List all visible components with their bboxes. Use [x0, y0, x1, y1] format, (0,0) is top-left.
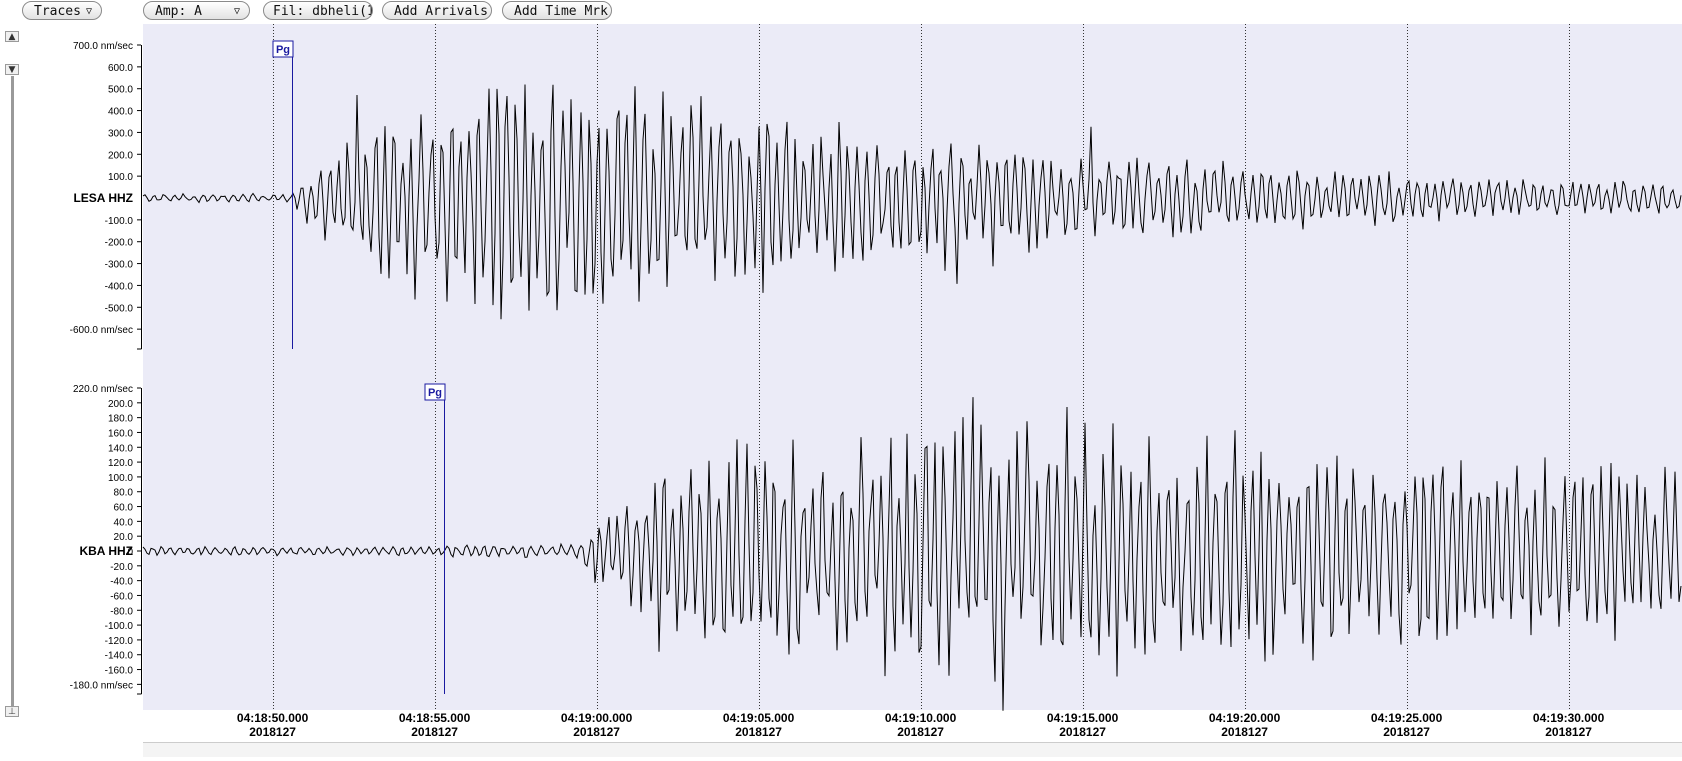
axis-tick-label: 600.0 — [108, 63, 133, 74]
amp-menu-button[interactable]: Amp: A ▽ — [143, 1, 250, 20]
pick-flag[interactable] — [272, 40, 294, 58]
axis-tick-label: -300.0 — [105, 260, 134, 271]
amp-label: Amp: A — [155, 4, 202, 19]
axis-tick-label: -600.0 nm/sec — [70, 325, 133, 336]
pick-marker-pg[interactable]: Pg — [424, 383, 446, 694]
time-tick-label: 04:19:15.000 — [1047, 711, 1119, 725]
axis-tick-label: 400.0 — [108, 107, 133, 118]
axis-tick-label: -40.0 — [110, 577, 133, 588]
time-tick-label: 04:19:30.000 — [1533, 711, 1605, 725]
axis-tick-label: 80.0 — [114, 488, 134, 499]
pick-marker-pg[interactable]: Pg — [272, 40, 294, 349]
axis-tick-label: -140.0 — [105, 651, 134, 662]
add-time-mark-button[interactable]: Add Time Mrk — [502, 1, 612, 20]
traces-menu-button[interactable]: Traces ▽ — [22, 1, 102, 20]
time-axis: 04:18:50.000201812704:18:55.000201812704… — [237, 711, 1605, 739]
arrow-up-icon[interactable]: ▲ — [5, 31, 19, 42]
axis-tick-label: -500.0 — [105, 303, 134, 314]
time-tick-date: 2018127 — [897, 725, 944, 739]
axis-tick-label: -180.0 nm/sec — [70, 680, 133, 691]
axis-tick-label: -200.0 — [105, 238, 134, 249]
time-tick-label: 04:19:25.000 — [1371, 711, 1443, 725]
axis-tick-label: 20.0 — [114, 532, 134, 543]
waveform-trace — [142, 84, 1682, 320]
triangle-down-icon: ▽ — [85, 6, 92, 17]
waveform-trace — [142, 397, 1682, 711]
pick-flag[interactable] — [424, 383, 446, 401]
axis-tick-label: 220.0 nm/sec — [73, 384, 133, 395]
axis-tick-label: 180.0 — [108, 414, 133, 425]
time-gridlines — [273, 24, 1570, 710]
axis-tick-label: 40.0 — [114, 517, 134, 528]
filter-label: Fil: dbheli(1- — [273, 4, 373, 19]
filter-menu-button[interactable]: Fil: dbheli(1- — [263, 1, 373, 20]
trace-panel-lesa[interactable]: LESA HHZ 700.0 nm/sec 600.0 500.0 400.0 300.… — [70, 40, 1682, 350]
add-time-mark-label: Add Time Mrk — [514, 4, 608, 19]
time-tick-label: 04:18:55.000 — [399, 711, 471, 725]
station-label: KBA HHZ — [79, 544, 133, 558]
axis-tick-label: -100.0 — [105, 216, 134, 227]
traces-label: Traces — [34, 4, 81, 19]
axis-tick-label: 60.0 — [114, 503, 134, 514]
time-tick-label: 04:19:20.000 — [1209, 711, 1281, 725]
time-tick-label: 04:19:10.000 — [885, 711, 957, 725]
axis-tick-label: -160.0 — [105, 666, 134, 677]
add-arrivals-label: Add Arrivals — [394, 4, 488, 19]
axis-tick-label: -20.0 — [110, 562, 133, 573]
toolbar: Traces ▽ Amp: A ▽ Fil: dbheli(1- Add Arriv… — [0, 0, 1682, 24]
axis-tick-label: 120.0 — [108, 458, 133, 469]
station-label: LESA HHZ — [73, 191, 133, 205]
arrow-down-icon[interactable]: ▼ — [5, 64, 19, 75]
axis-tick-label: 500.0 — [108, 85, 133, 96]
amplitude-axis: 220.0 nm/sec 200.0 180.0 160.0 140.0 120.0 100… — [70, 384, 142, 695]
time-tick-date: 2018127 — [1059, 725, 1106, 739]
axis-tick-label: 300.0 — [108, 128, 133, 139]
amplitude-axis: 700.0 nm/sec 600.0 500.0 400.0 300.0 200.0 100… — [70, 41, 142, 350]
axis-tick-label: 100.0 — [108, 473, 133, 484]
axis-tick-label: 100.0 — [108, 172, 133, 183]
vertical-scroll-track[interactable] — [11, 76, 14, 706]
axis-tick-label: -80.0 — [110, 606, 133, 617]
triangle-down-icon: ▽ — [233, 6, 240, 17]
pick-phase-label: Pg — [428, 387, 442, 399]
pick-phase-label: Pg — [276, 44, 290, 56]
axis-tick-label: -400.0 — [105, 281, 134, 292]
horizontal-scrollbar[interactable] — [143, 742, 1682, 757]
axis-tick-label: 160.0 — [108, 428, 133, 439]
time-tick-date: 2018127 — [249, 725, 296, 739]
time-tick-date: 2018127 — [1545, 725, 1592, 739]
time-tick-label: 04:19:05.000 — [723, 711, 795, 725]
time-tick-date: 2018127 — [1221, 725, 1268, 739]
time-tick-date: 2018127 — [735, 725, 782, 739]
add-arrivals-button[interactable]: Add Arrivals — [382, 1, 492, 20]
axis-tick-label: 200.0 — [108, 150, 133, 161]
axis-tick-label: 200.0 — [108, 399, 133, 410]
time-tick-date: 2018127 — [573, 725, 620, 739]
trace-panel-kba[interactable]: KBA HHZ 220.0 nm/sec 200.0 180.0 160.0 140.0… — [70, 383, 1682, 711]
axis-tick-label: -100.0 — [105, 621, 134, 632]
time-tick-label: 04:18:50.000 — [237, 711, 309, 725]
axis-tick-label: 700.0 nm/sec — [73, 41, 133, 52]
axis-tick-label: 140.0 — [108, 443, 133, 454]
axis-tick-label: -60.0 — [110, 591, 133, 602]
vertical-scrollbar[interactable]: ▲ ▼ ⊥ — [0, 24, 26, 720]
axis-tick-label: -120.0 — [105, 636, 134, 647]
time-tick-label: 04:19:00.000 — [561, 711, 633, 725]
time-tick-date: 2018127 — [1383, 725, 1430, 739]
axis-tick-label: 0 — [127, 547, 133, 558]
scroll-thumb-bottom[interactable]: ⊥ — [5, 706, 19, 717]
time-tick-date: 2018127 — [411, 725, 458, 739]
